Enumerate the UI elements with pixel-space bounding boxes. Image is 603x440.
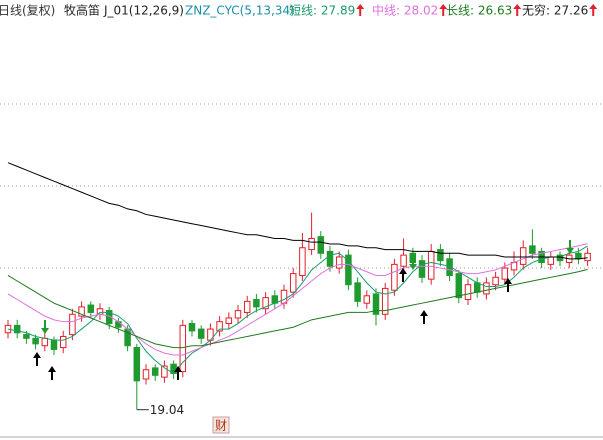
candle-body [345,254,352,286]
candle-body [142,369,150,380]
stock-name: 牧高笛 [64,3,100,18]
candle-body [41,337,49,347]
candle-body [584,252,591,262]
sell-arrow [409,256,417,270]
candle-body [391,263,398,291]
candle-body [326,250,334,267]
trend-arrow [356,4,365,16]
candle-body [418,260,426,278]
candle-body [87,304,95,313]
legend-entry: 中线: 28.02 [372,3,438,18]
candle-body [529,245,536,254]
candle-body [354,282,361,302]
candle-body [483,282,490,295]
sell-arrow [41,320,49,334]
candle-body [225,317,233,325]
candle-body [179,324,187,373]
candle-body [547,256,555,265]
candle-body [289,273,297,293]
buy-arrow [174,366,182,380]
candle-body [455,273,463,299]
candle-body [234,310,242,319]
candle-body [69,313,76,336]
event-icon[interactable] [212,416,230,434]
candle-body [32,337,39,345]
plot [4,162,591,410]
candle-body [151,367,159,376]
period-label: 日线(复权) [0,4,55,18]
candle-body [372,293,380,315]
event-marker[interactable]: 财 [215,419,227,433]
candle-body [473,282,481,293]
candle-body [50,339,58,350]
candle-body [216,321,223,332]
legend-entry: 无穷: 27.26 [522,3,588,18]
candle-body [446,258,453,276]
buy-arrow [33,352,41,366]
candle-body [161,365,168,378]
candle-body [381,287,389,315]
candle-body [317,236,325,254]
candle-body [13,324,21,334]
candle-body [105,310,113,325]
candle-body [335,256,343,269]
indicator-label: J_01(12,26,9) [103,4,184,18]
candle-body [308,237,315,251]
candle-body [243,300,251,313]
candle-body [575,252,582,260]
candle-body [253,298,260,308]
candle-body [78,306,85,317]
buy-arrow [420,310,428,324]
candle-body [59,335,67,349]
legend-entry: 长线: 26.63 [446,4,512,18]
candle-body [363,295,371,304]
indicator-line [7,245,588,375]
candle-body [133,347,141,382]
candle-body [96,308,104,315]
candle-body [427,250,435,280]
buy-arrow [48,366,56,380]
candle-body [262,297,269,310]
candle-body [4,324,12,334]
candle-body [519,247,527,265]
candle-body [464,284,472,300]
candle-body [115,321,122,328]
trend-arrow [439,4,448,16]
candle-body [437,249,444,262]
candle-body [188,323,196,332]
candle-body [400,254,407,267]
trend-arrow [589,4,598,16]
signal-arrows [33,240,574,380]
candle-body [23,334,30,339]
candle-body [501,267,509,280]
trend-arrow [513,4,522,16]
indicator-line [7,268,588,349]
indicator-line [7,162,588,260]
candle-body [197,328,205,339]
candle-body [299,247,306,276]
legend-entry: 短线: 27.89 [289,4,355,18]
low-marker-label: 19.04 [150,403,184,417]
buy-arrow [399,268,407,282]
indicator-label: ZNZ_CYC(5,13,34) [185,4,295,18]
indicator-line [7,243,588,356]
buy-arrow [504,278,512,292]
candle-body [492,276,499,286]
sell-arrow [566,240,574,254]
